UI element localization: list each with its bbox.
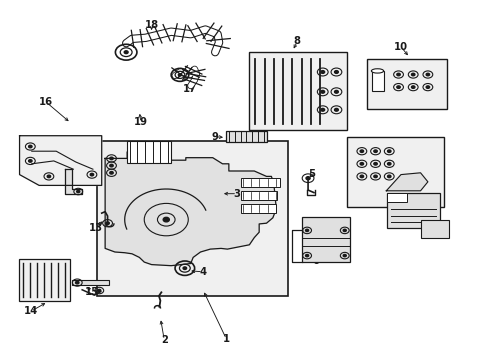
Bar [72,280,109,285]
Circle shape [373,175,377,177]
Bar [366,59,447,109]
Circle shape [334,71,338,73]
Circle shape [320,90,324,93]
Polygon shape [386,173,427,191]
Bar [240,204,275,213]
Circle shape [163,217,169,222]
Bar [386,193,439,228]
Text: 12: 12 [51,162,64,172]
Text: 16: 16 [39,96,52,107]
Text: 2: 2 [161,335,167,345]
Bar [240,178,279,187]
Circle shape [183,267,186,270]
Polygon shape [20,136,102,185]
Circle shape [373,163,377,165]
Circle shape [334,90,338,93]
Text: 3: 3 [233,189,240,199]
Bar [249,52,346,130]
Text: 9: 9 [211,132,218,142]
Circle shape [386,150,390,153]
Text: 7: 7 [425,194,432,204]
Bar [97,141,287,296]
Bar [302,217,349,262]
Circle shape [109,157,113,159]
Text: 6: 6 [311,256,318,266]
Polygon shape [105,152,276,266]
Circle shape [359,175,363,177]
Circle shape [425,73,428,76]
Circle shape [124,51,128,54]
Circle shape [47,175,51,177]
Text: 17: 17 [183,84,196,94]
Bar [346,137,443,207]
Circle shape [77,190,80,193]
Circle shape [178,74,181,76]
Text: 10: 10 [393,42,407,52]
Bar [240,191,277,200]
Text: 4: 4 [199,267,206,277]
Circle shape [320,108,324,111]
Circle shape [425,86,428,88]
Circle shape [305,255,308,257]
Text: 1: 1 [223,334,229,344]
Circle shape [109,164,113,167]
Circle shape [386,163,390,165]
Circle shape [343,255,346,257]
Circle shape [305,229,308,231]
Circle shape [90,174,94,176]
Circle shape [373,150,377,153]
Circle shape [75,282,79,284]
Bar [371,71,383,91]
Circle shape [98,289,101,292]
Bar [225,131,267,142]
Text: 11: 11 [371,137,386,147]
Text: 19: 19 [134,117,147,127]
Circle shape [410,73,414,76]
Circle shape [305,177,309,180]
Circle shape [396,86,399,88]
Text: 15: 15 [84,287,98,297]
Circle shape [396,73,399,76]
Circle shape [28,160,32,162]
Bar [420,220,448,238]
Text: 8: 8 [293,36,300,46]
Circle shape [410,86,414,88]
Circle shape [28,145,32,148]
Text: 14: 14 [23,306,38,316]
Circle shape [334,108,338,111]
Bar [19,259,70,301]
Circle shape [320,71,324,73]
Circle shape [386,175,390,177]
Text: 13: 13 [88,222,102,233]
Text: 5: 5 [308,168,315,179]
Circle shape [109,171,113,174]
Text: 18: 18 [144,20,158,30]
Bar [386,193,406,202]
Circle shape [343,229,346,231]
Circle shape [359,163,363,165]
Circle shape [359,150,363,153]
Circle shape [105,222,109,225]
Ellipse shape [371,69,383,73]
Bar [127,141,171,163]
Polygon shape [65,169,82,194]
